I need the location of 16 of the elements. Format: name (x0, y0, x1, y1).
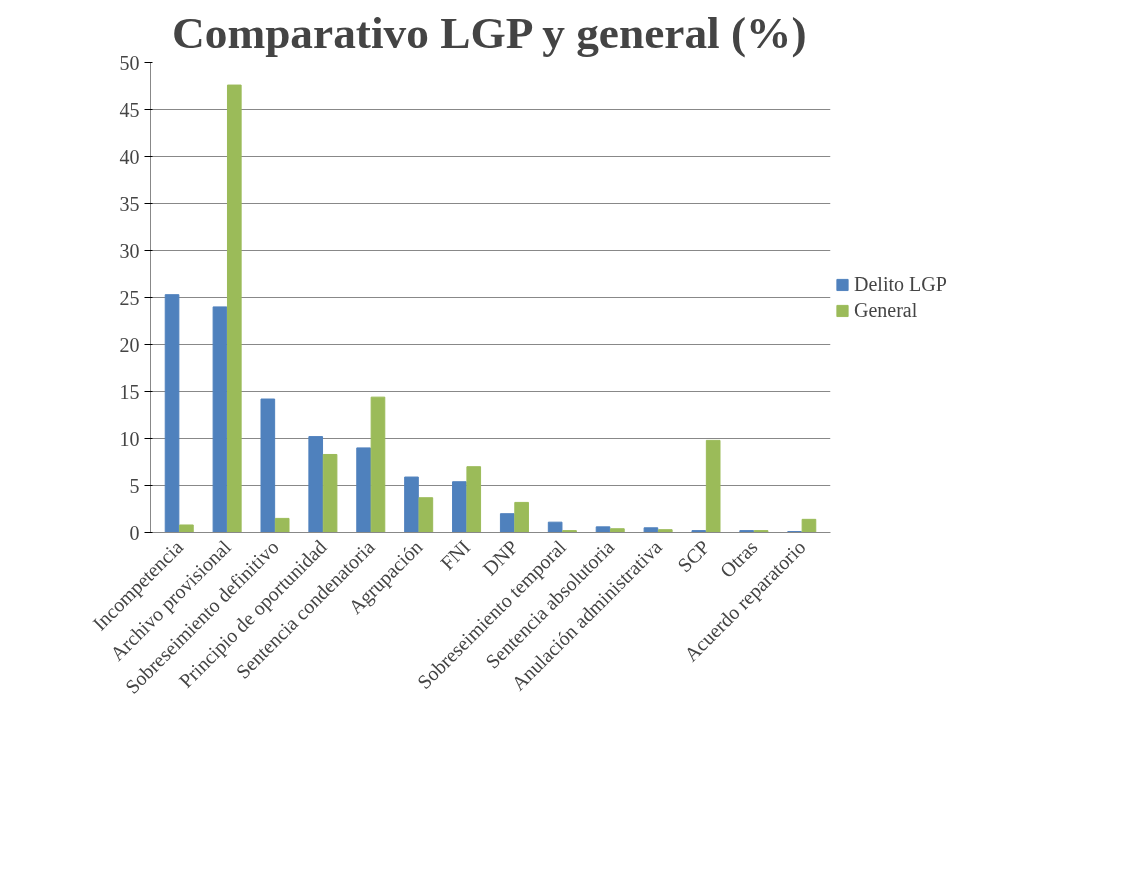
legend-label: General (854, 298, 918, 322)
y-tick-label: 0 (129, 521, 140, 544)
y-tick-label: 35 (119, 192, 140, 215)
y-tick-label: 15 (119, 380, 140, 403)
x-tick-label: FNI (435, 535, 475, 575)
y-tick-label: 40 (119, 145, 140, 168)
x-tick-label: SCP (673, 535, 714, 577)
y-tick-label: 50 (119, 51, 140, 74)
y-tick-label: 5 (129, 474, 140, 497)
y-tick-label: 25 (119, 286, 140, 309)
y-tick-label: 20 (119, 333, 140, 356)
legend-label: Delito LGP (854, 272, 947, 296)
y-tick-label: 10 (119, 427, 140, 450)
chart-title: Comparativo LGP y general (%) (172, 7, 807, 58)
y-tick-label: 30 (119, 239, 140, 262)
y-tick-label: 45 (119, 98, 140, 121)
